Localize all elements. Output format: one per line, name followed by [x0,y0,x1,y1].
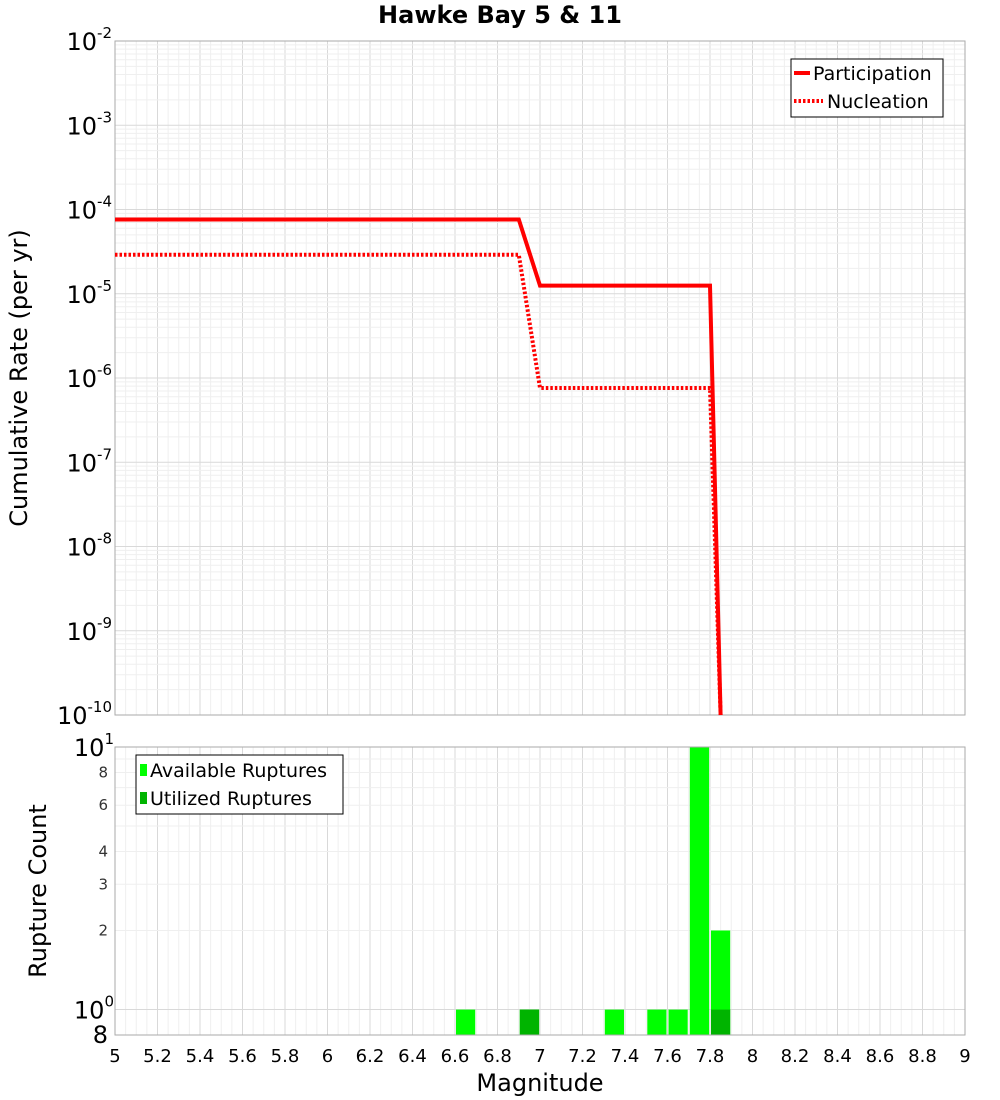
utilized-rupture-bar [519,1009,540,1035]
bottom-y-min-tick-label: 8 [93,1021,108,1049]
x-axis-label: Magnitude [476,1069,603,1097]
top-y-tick-label: 10-6 [66,361,112,393]
top-y-tick-label: 10-3 [66,108,112,140]
available-rupture-bar [604,1009,624,1035]
x-tick-label: 5.6 [228,1046,257,1067]
available-rupture-bar [711,930,731,1035]
utilized-rupture-bar [711,1009,731,1035]
bottom-y-tick-labels: 100 101 2 3 4 6 8 8 [74,730,114,1049]
x-tick-label: 6 [322,1046,333,1067]
bottom-legend-box [135,754,344,815]
x-tick-label: 8.2 [781,1046,810,1067]
series-line-nucleation [115,252,723,716]
bottom-y-minor-tick-label: 2 [98,922,108,940]
bottom-bars [456,747,731,1035]
bottom-y-minor-tick-label: 8 [98,763,108,781]
x-tick-label: 5.4 [186,1046,215,1067]
top-y-tick-label: 10-2 [66,24,112,56]
top-y-axis-label: Cumulative Rate (per yr) [5,229,33,527]
available-rupture-bar [668,1009,688,1035]
bottom-y-axis-label: Rupture Count [24,804,52,978]
x-tick-label: 5 [109,1046,120,1067]
legend-participation-label: Participation [813,63,932,85]
x-tick-label: 8.8 [908,1046,937,1067]
top-y-tick-label: 10-7 [66,445,112,477]
legend-utilized-label: Utilized Ruptures [150,788,312,810]
legend-nucleation-label: Nucleation [827,91,929,113]
bottom-y-minor-tick-label: 6 [98,796,108,814]
chart-title: Hawke Bay 5 & 11 [378,1,622,29]
available-rupture-bar [689,747,710,1035]
x-tick-label: 7.2 [568,1046,597,1067]
bottom-y-major-tick-label: 100 [74,993,114,1025]
x-tick-labels: 5 5.2 5.4 5.6 5.8 6 6.2 6.4 6.6 6.8 7 7.2 7.4 7.6 7.8 8… [109,1046,970,1067]
bottom-plot-area [114,746,966,1036]
x-tick-label: 7.8 [696,1046,725,1067]
top-y-tick-labels: 10-2 10-3 10-4 10-5 10-6 10-7 10-8 10-9 10-10 [57,24,112,730]
x-tick-label: 7.6 [653,1046,682,1067]
top-legend: Participation Nucleation [790,58,944,118]
bottom-legend: Available Ruptures Utilized Ruptures [135,754,344,815]
series-line-participation [115,217,723,716]
x-tick-label: 8.4 [823,1046,852,1067]
legend-available-label: Available Ruptures [150,760,327,782]
available-rupture-bar [647,1009,667,1035]
x-tick-label: 7.4 [611,1046,640,1067]
top-series-lines [115,217,723,716]
top-y-tick-label: 10-10 [57,698,112,730]
x-tick-label: 8.6 [866,1046,895,1067]
bottom-y-major-tick-label: 101 [74,730,114,762]
top-y-tick-label: 10-4 [66,193,112,225]
bottom-y-minor-tick-label: 4 [98,842,108,860]
x-tick-label: 5.8 [271,1046,300,1067]
top-y-tick-label: 10-8 [66,530,112,562]
x-tick-label: 6.4 [398,1046,427,1067]
top-y-tick-label: 10-9 [66,614,112,646]
x-tick-label: 8 [747,1046,758,1067]
available-rupture-bar [456,1009,476,1035]
top-legend-box [790,58,944,118]
x-tick-label: 6.8 [483,1046,512,1067]
bottom-y-minor-tick-label: 3 [98,875,108,893]
legend-utilized-swatch [140,792,147,804]
top-y-tick-label: 10-5 [66,277,112,309]
x-tick-label: 7 [534,1046,545,1067]
x-tick-label: 9 [959,1046,970,1067]
x-tick-label: 6.6 [441,1046,470,1067]
x-tick-label: 5.2 [143,1046,172,1067]
legend-available-swatch [140,764,147,776]
top-plot-area [114,40,966,716]
x-tick-label: 6.2 [356,1046,385,1067]
